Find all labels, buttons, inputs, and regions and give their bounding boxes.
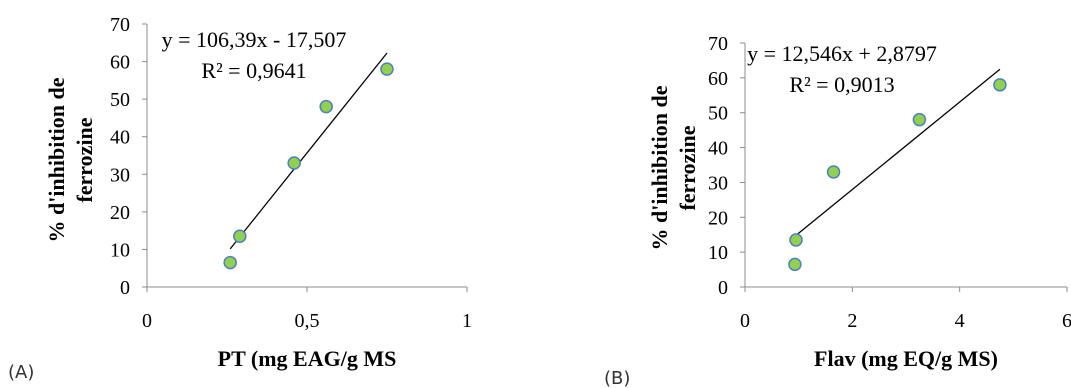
y-axis-title-line2: ferrozine [72,117,97,202]
y-tick-label: 70 [110,14,130,36]
y-tick-label: 10 [708,242,728,264]
y-axis-title-line2: ferrozine [675,125,700,210]
data-point [233,229,247,244]
r-squared: R² = 0,9013 [789,72,894,97]
data-point [788,257,802,272]
trendline-equation: y = 12,546x + 2,8797 [747,41,937,66]
y-tick-label: 10 [110,239,130,261]
chart-a: 0 10 20 30 40 50 60 70 0 0,5 1 y = 106,39x - 17,507… [8,14,472,383]
x-tick-label: 0,5 [295,310,320,332]
y-tick-label: 0 [120,277,130,299]
data-point [789,233,803,247]
x-tick-label: 2 [847,310,857,332]
panel-label: (B) [604,368,630,388]
y-tick-label: 60 [110,52,130,74]
y-tick-label: 20 [708,207,728,229]
x-tick-label: 0 [142,310,152,332]
data-point [380,62,394,76]
data-point [993,78,1007,92]
y-axis-title-line1: % d'inhibition de [44,77,69,242]
y-tick-label: 40 [110,127,130,149]
panel-label: (A) [8,362,34,383]
data-point [912,112,927,127]
y-tick-label: 50 [110,89,130,111]
r-squared: R² = 0,9641 [201,58,306,83]
y-axis-title: % d'inhibition de ferrozine [647,85,700,250]
y-tick-label: 20 [110,202,130,224]
y-axis-title: % d'inhibition de ferrozine [44,77,97,242]
x-tick-label: 4 [955,310,965,332]
data-point [826,165,841,179]
y-axis-title-line1: % d'inhibition de [647,85,672,250]
trendline-equation: y = 106,39x - 17,507 [162,27,347,52]
trendline [795,68,1001,236]
data-point [287,156,301,170]
y-tick-label: 50 [708,103,728,125]
x-tick-label: 1 [462,310,472,332]
x-axis-title: PT (mg EAG/g MS [218,346,397,371]
x-axis-title: Flav (mg EQ/g MS) [814,346,998,371]
y-tick-label: 40 [708,138,728,160]
y-tick-label: 0 [718,277,728,299]
y-tick-label: 60 [708,68,728,90]
trendline [229,52,388,250]
chart-b: 0 10 20 30 40 50 60 70 0 2 4 6 y = 12,546x + 2,8797 R… [604,33,1071,388]
x-tick-label: 6 [1062,310,1071,332]
data-point [223,255,237,270]
y-tick-label: 70 [708,33,728,55]
x-tick-label: 0 [740,310,750,332]
y-tick-label: 30 [110,164,130,186]
data-point [319,99,333,114]
y-tick-label: 30 [708,172,728,194]
